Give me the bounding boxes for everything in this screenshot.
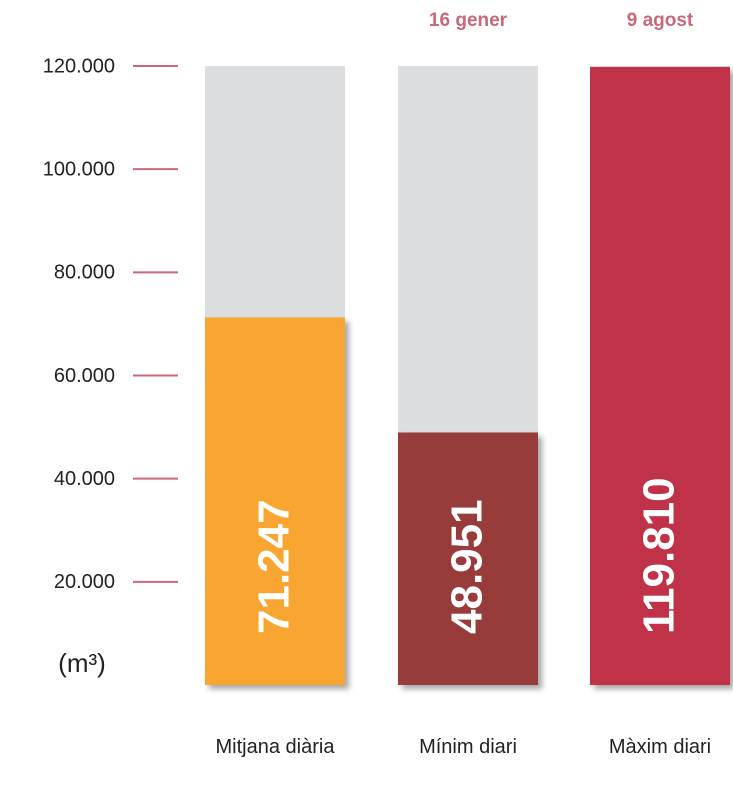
value-label: 48.951 bbox=[443, 499, 492, 634]
x-tick-label: Mínim diari bbox=[419, 736, 517, 758]
top-label: 9 agost bbox=[627, 10, 694, 31]
x-tick-label: Màxim diari bbox=[608, 736, 712, 758]
y-axis-label: (m³) bbox=[58, 648, 106, 678]
x-tick-label: Mitjana diària bbox=[215, 736, 335, 758]
value-label: 119.810 bbox=[635, 477, 684, 634]
bar bbox=[590, 66, 730, 685]
y-tick-label: 20.000 bbox=[54, 571, 115, 593]
value-label: 71.247 bbox=[250, 499, 299, 634]
bar bbox=[398, 432, 538, 685]
y-tick-label: 40.000 bbox=[54, 468, 115, 490]
y-tick-label: 60.000 bbox=[54, 365, 115, 387]
y-tick-label: 100.000 bbox=[43, 158, 115, 180]
top-label: 16 gener bbox=[429, 10, 508, 31]
y-tick-label: 80.000 bbox=[54, 262, 115, 284]
y-tick-label: 120.000 bbox=[43, 55, 115, 77]
bar bbox=[205, 317, 345, 685]
